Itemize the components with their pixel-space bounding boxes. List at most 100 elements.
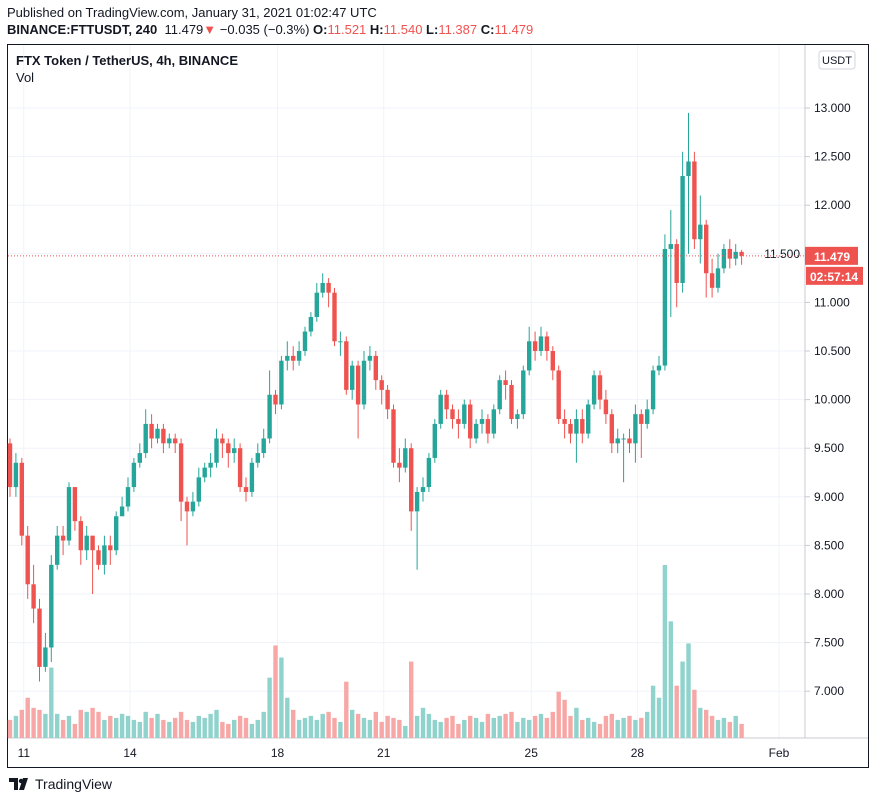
volume-bar bbox=[285, 697, 290, 738]
volume-bar bbox=[320, 713, 325, 738]
volume-bar bbox=[456, 723, 461, 738]
candle-body bbox=[202, 467, 207, 478]
chart-frame bbox=[7, 44, 869, 768]
candle-body bbox=[13, 462, 19, 488]
volume-bar bbox=[550, 711, 555, 738]
candle-body bbox=[650, 370, 656, 410]
candle-body bbox=[550, 351, 555, 371]
candle-body bbox=[226, 443, 231, 454]
volume-bar bbox=[137, 721, 142, 738]
candle-body bbox=[19, 462, 24, 536]
high-label: H: bbox=[369, 22, 384, 37]
candle-body bbox=[267, 394, 272, 439]
y-tick-label: 9.000 bbox=[814, 490, 844, 504]
candle-body bbox=[645, 409, 650, 424]
volume-bar bbox=[473, 717, 479, 738]
chart-title: FTX Token / TetherUS, 4h, BINANCE bbox=[16, 53, 238, 68]
candle-body bbox=[503, 380, 508, 386]
candle-body bbox=[143, 423, 148, 454]
candle-body bbox=[355, 365, 361, 405]
candle-body bbox=[385, 389, 390, 410]
candle-body bbox=[627, 438, 632, 444]
volume-bar bbox=[19, 709, 24, 738]
volume-bar bbox=[55, 713, 60, 738]
volume-bar bbox=[344, 681, 349, 738]
open-value: 11.521 bbox=[327, 22, 367, 37]
volume-bar bbox=[302, 717, 308, 738]
volume-bar bbox=[96, 711, 101, 738]
candle-body bbox=[31, 584, 36, 609]
candle-body bbox=[243, 487, 249, 492]
tradingview-logo: TradingView bbox=[8, 776, 112, 792]
volume-bar bbox=[125, 715, 131, 738]
candle-body bbox=[320, 282, 325, 293]
volume-bar bbox=[208, 713, 213, 738]
candle-body bbox=[72, 487, 78, 522]
x-tick-label: 11 bbox=[18, 746, 31, 760]
volume-bar bbox=[409, 661, 414, 738]
volume-bar bbox=[237, 715, 243, 738]
currency-label[interactable]: USDT bbox=[822, 55, 852, 67]
volume-bar bbox=[556, 691, 561, 738]
y-tick-label: 9.500 bbox=[814, 441, 844, 455]
candle-body bbox=[220, 438, 225, 444]
volume-bar bbox=[161, 719, 166, 738]
x-tick-label: 28 bbox=[631, 746, 645, 760]
candle-body bbox=[184, 501, 190, 512]
candle-body bbox=[90, 535, 95, 551]
candle-body bbox=[562, 419, 567, 424]
volume-bar bbox=[739, 723, 744, 738]
volume-bar bbox=[367, 719, 373, 738]
volume-bar bbox=[279, 657, 284, 738]
candle-body bbox=[279, 360, 284, 405]
volume-bar bbox=[385, 715, 390, 738]
x-tick-label: Feb bbox=[769, 746, 790, 760]
candle-body bbox=[326, 282, 331, 293]
volume-bar bbox=[84, 711, 89, 738]
candle-body bbox=[580, 419, 585, 434]
volume-bar bbox=[7, 719, 13, 738]
volume-bar bbox=[491, 717, 496, 738]
symbol-line: BINANCE:FTTUSDT, 240 11.479▼ −0.035 (−0.… bbox=[7, 22, 533, 37]
volume-bar bbox=[680, 661, 685, 738]
volume-bar bbox=[114, 717, 119, 738]
tradingview-logo-icon bbox=[9, 778, 28, 790]
volume-bar bbox=[173, 717, 178, 738]
candle-body bbox=[450, 409, 455, 420]
candle-body bbox=[414, 491, 420, 512]
candle-body bbox=[196, 477, 201, 502]
volume-bar bbox=[698, 707, 703, 738]
close-value: 11.479 bbox=[494, 22, 534, 37]
candle-body bbox=[66, 487, 72, 541]
volume-bar bbox=[13, 715, 19, 738]
candle-body bbox=[255, 453, 260, 463]
volume-bar bbox=[355, 713, 361, 738]
volume-bar bbox=[704, 709, 709, 738]
volume-bar bbox=[432, 719, 437, 738]
candle-body bbox=[108, 545, 113, 551]
candle-body bbox=[237, 448, 243, 488]
volume-bar bbox=[538, 713, 544, 738]
x-tick-label: 14 bbox=[123, 746, 137, 760]
volume-bar bbox=[568, 715, 573, 738]
volume-bar bbox=[462, 719, 467, 738]
volume-bar bbox=[119, 713, 125, 738]
candle-body bbox=[491, 409, 496, 434]
volume-bar bbox=[562, 699, 567, 738]
volume-bar bbox=[291, 709, 296, 738]
candle-body bbox=[538, 336, 544, 351]
volume-bar bbox=[108, 715, 113, 738]
volume-bar bbox=[66, 715, 72, 738]
candle-body bbox=[509, 385, 514, 420]
candle-body bbox=[367, 355, 373, 361]
candle-body bbox=[155, 428, 160, 439]
volume-bar bbox=[426, 713, 432, 738]
volume-bar bbox=[639, 717, 644, 738]
volume-bar bbox=[338, 721, 343, 738]
y-tick-label: 12.500 bbox=[814, 150, 851, 164]
open-label: O: bbox=[313, 22, 328, 37]
candle-body bbox=[686, 161, 691, 177]
volume-bar bbox=[296, 719, 302, 738]
candle-body bbox=[232, 448, 237, 454]
